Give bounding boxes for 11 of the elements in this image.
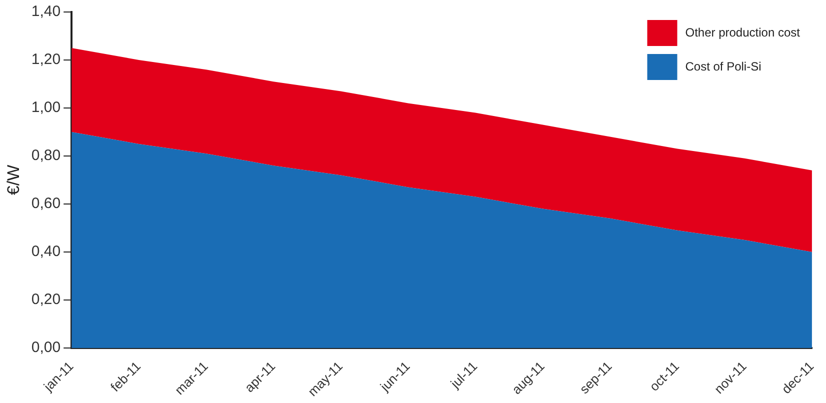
y-tick-label: 1,40: [31, 3, 61, 20]
y-axis-title: €/W: [4, 164, 23, 196]
y-tick-label: 0,80: [31, 147, 61, 164]
legend-label: Other production cost: [685, 25, 801, 40]
y-tick-label: 0,00: [31, 339, 61, 356]
legend-label: Cost of Poli-Si: [685, 59, 762, 74]
y-tick-label: 1,20: [31, 51, 61, 68]
y-tick-label: 0,60: [31, 195, 61, 212]
y-tick-label: 0,40: [31, 243, 61, 260]
y-tick-label: 1,00: [31, 99, 61, 116]
y-tick-label: 0,20: [31, 291, 61, 308]
